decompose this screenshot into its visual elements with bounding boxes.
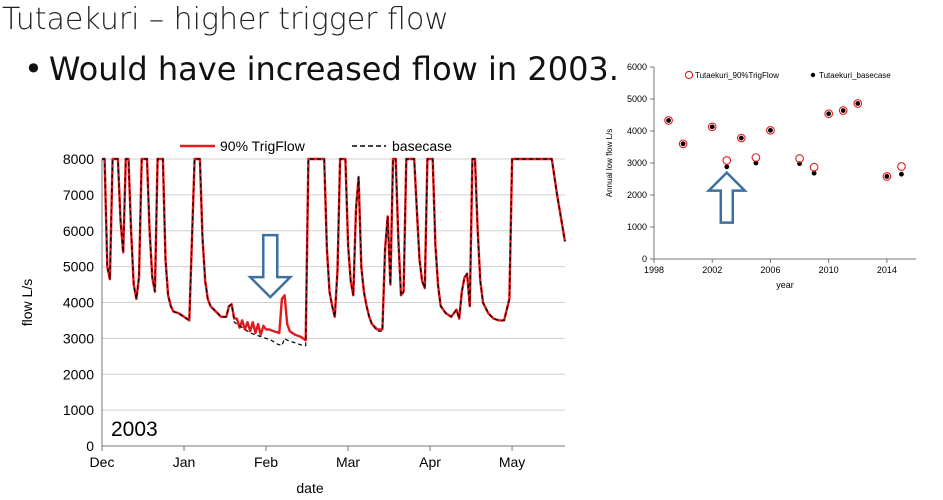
x-tick-label: Feb bbox=[254, 454, 278, 470]
trigflow-point bbox=[678, 139, 688, 149]
basecase-point bbox=[840, 108, 846, 113]
x-tick-label: Jan bbox=[173, 454, 196, 470]
x-tick-label: 2014 bbox=[877, 265, 897, 275]
x-tick-label: Apr bbox=[419, 454, 441, 470]
basecase-point bbox=[666, 118, 671, 123]
flow-timeseries-chart: 0 1000 2000 3000 4000 5000 6000 7000 8000 Dec Jan F… bbox=[19, 138, 567, 496]
bullet-text: Would have increased flow in 2003. bbox=[48, 50, 619, 88]
x-tick-label: May bbox=[499, 454, 525, 470]
x-axis-label: year bbox=[776, 280, 794, 290]
basecase-point bbox=[884, 174, 890, 179]
trigflow-point bbox=[795, 154, 804, 163]
y-tick-label: 7000 bbox=[63, 187, 94, 203]
legend-label-trigflow: Tutaekuri_90%TrigFlow bbox=[695, 71, 779, 80]
trigflow-point bbox=[853, 99, 863, 108]
basecase-point bbox=[768, 127, 773, 133]
down-arrow-icon bbox=[247, 233, 294, 299]
basecase-point bbox=[724, 164, 730, 170]
trigflow-point bbox=[664, 116, 673, 125]
y-tick-label: 2000 bbox=[627, 190, 647, 200]
basecase-point bbox=[738, 135, 744, 141]
series-line-trigflow bbox=[102, 157, 567, 342]
trigflow-point bbox=[766, 126, 775, 135]
trigflow-point bbox=[707, 122, 717, 132]
slide-title: Tutaekuri – higher trigger flow bbox=[2, 2, 449, 37]
legend-label-trigflow: 90% TrigFlow bbox=[220, 138, 306, 154]
basecase-point bbox=[855, 101, 861, 106]
y-tick-label: 3000 bbox=[63, 330, 94, 346]
y-axis-label: flow L/s bbox=[19, 279, 35, 326]
y-tick-label: 3000 bbox=[627, 158, 647, 168]
basecase-point bbox=[753, 160, 759, 166]
basecase-point bbox=[899, 171, 904, 177]
trigflow-point bbox=[824, 109, 834, 119]
y-tick-label: 0 bbox=[642, 254, 647, 264]
x-tick-label: 2010 bbox=[819, 265, 839, 275]
trigflow-point bbox=[736, 133, 746, 143]
legend-marker-basecase bbox=[810, 72, 816, 78]
trigflow-point bbox=[897, 162, 906, 171]
y-tick-label: 6000 bbox=[627, 62, 647, 72]
series-line-basecase bbox=[102, 158, 566, 347]
trigflow-point bbox=[882, 172, 892, 181]
y-tick-label: 5000 bbox=[627, 94, 647, 104]
x-axis-label: date bbox=[296, 480, 323, 496]
y-tick-label: 1000 bbox=[627, 222, 647, 232]
annual-low-flow-chart: 0 1000 2000 3000 4000 5000 6000 1998 2002 2006 201… bbox=[605, 62, 916, 290]
bullet-point: • Would have increased flow in 2003. bbox=[24, 50, 619, 88]
y-axis-label: Annual low flow L/s bbox=[605, 129, 614, 197]
trigflow-point bbox=[751, 153, 761, 162]
x-tick-label: Dec bbox=[90, 454, 115, 470]
basecase-point bbox=[680, 141, 686, 147]
legend-marker-trigflow bbox=[684, 70, 694, 80]
basecase-point bbox=[826, 111, 832, 117]
y-tick-label: 4000 bbox=[63, 295, 94, 311]
x-tick-label: 2006 bbox=[760, 265, 780, 275]
y-tick-label: 8000 bbox=[63, 151, 94, 167]
bullet-dot-icon: • bbox=[24, 50, 43, 88]
up-arrow-icon bbox=[705, 170, 748, 224]
y-tick-label: 1000 bbox=[63, 402, 94, 418]
legend-label-basecase: basecase bbox=[392, 138, 452, 154]
basecase-point bbox=[811, 170, 817, 176]
trigflow-point bbox=[809, 162, 819, 172]
x-tick-label: Mar bbox=[336, 454, 360, 470]
y-tick-label: 2000 bbox=[63, 366, 94, 382]
trigflow-point bbox=[838, 106, 848, 115]
x-tick-label: 1998 bbox=[644, 265, 664, 275]
basecase-point bbox=[709, 124, 715, 130]
x-tick-label: 2002 bbox=[702, 265, 722, 275]
legend-label-basecase: Tutaekuri_basecase bbox=[819, 71, 891, 80]
year-annotation: 2003 bbox=[111, 418, 158, 441]
y-tick-label: 5000 bbox=[63, 259, 94, 275]
y-tick-label: 6000 bbox=[63, 223, 94, 239]
y-tick-label: 4000 bbox=[627, 126, 647, 136]
trigflow-point bbox=[722, 156, 732, 165]
y-tick-label: 0 bbox=[86, 438, 94, 454]
